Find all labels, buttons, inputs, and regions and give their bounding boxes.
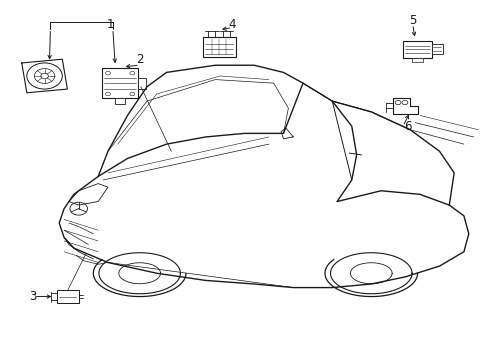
Text: 6: 6 <box>403 120 411 133</box>
Bar <box>102 68 138 98</box>
Text: 3: 3 <box>29 290 36 303</box>
Text: 4: 4 <box>228 18 236 31</box>
Bar <box>202 37 235 57</box>
Text: 1: 1 <box>106 18 114 31</box>
Text: 2: 2 <box>136 53 143 66</box>
Text: 5: 5 <box>408 14 416 27</box>
Bar <box>57 290 79 303</box>
Bar <box>115 98 125 104</box>
Bar <box>402 41 431 58</box>
Bar <box>138 78 145 89</box>
Bar <box>431 44 442 54</box>
Bar <box>411 58 423 62</box>
